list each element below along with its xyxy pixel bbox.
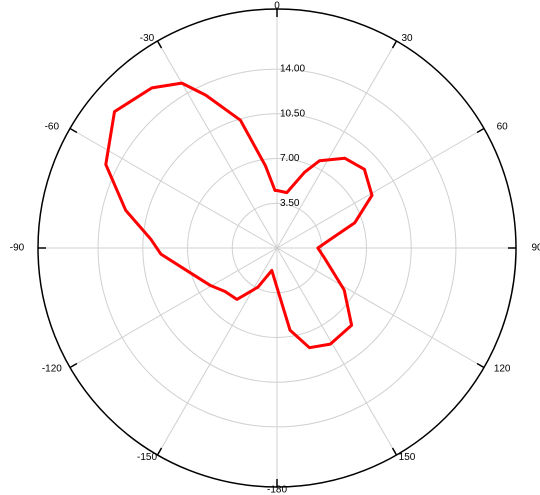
theta-tick-label: 60 [497, 122, 509, 133]
theta-tick-label: 150 [399, 452, 416, 463]
r-tick-label: 7.00 [280, 153, 300, 164]
polar-frame [37, 8, 517, 488]
theta-tick [69, 362, 78, 369]
theta-tick [156, 40, 163, 49]
theta-tick [476, 362, 485, 369]
theta-tick [156, 447, 163, 456]
theta-tick [476, 127, 485, 134]
grid-spoke [157, 40, 278, 249]
r-tick-label: 14.00 [280, 64, 305, 75]
theta-tick-label: -60 [45, 122, 60, 133]
grid-spoke [69, 128, 278, 249]
theta-tick [391, 40, 398, 49]
theta-tick-label: 30 [401, 33, 413, 44]
grid-spoke [157, 247, 278, 456]
theta-tick-label: -30 [140, 33, 155, 44]
theta-tick-label: -150 [137, 452, 157, 463]
theta-tick-label: -120 [42, 364, 62, 375]
grid-spoke [276, 40, 397, 249]
r-tick-label: 3.50 [280, 198, 300, 209]
grid-spoke [276, 128, 485, 249]
theta-tick [69, 127, 78, 134]
grid-spoke [276, 247, 397, 456]
theta-tick-label: 0 [274, 1, 280, 12]
grid-spoke [69, 247, 278, 368]
theta-tick-label: -90 [10, 243, 25, 254]
theta-tick-label: -180 [267, 485, 287, 495]
r-tick-label: 10.50 [280, 108, 305, 119]
theta-tick [391, 447, 398, 456]
grid-spoke [276, 247, 485, 368]
theta-tick-label: 90 [531, 243, 540, 254]
theta-tick-label: 120 [494, 364, 511, 375]
data-curve [104, 81, 374, 350]
